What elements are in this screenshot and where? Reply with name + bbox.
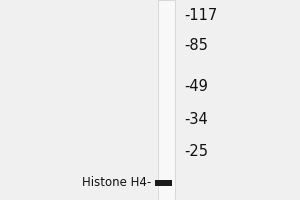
Text: -25: -25 bbox=[184, 144, 208, 160]
Text: -85: -85 bbox=[184, 38, 208, 53]
Text: -117: -117 bbox=[184, 8, 218, 23]
Text: Histone H4-: Histone H4- bbox=[82, 176, 152, 190]
Text: -34: -34 bbox=[184, 112, 208, 128]
Bar bbox=[154, 180, 172, 186]
Text: -49: -49 bbox=[184, 79, 208, 94]
Bar bbox=[158, 0, 175, 200]
